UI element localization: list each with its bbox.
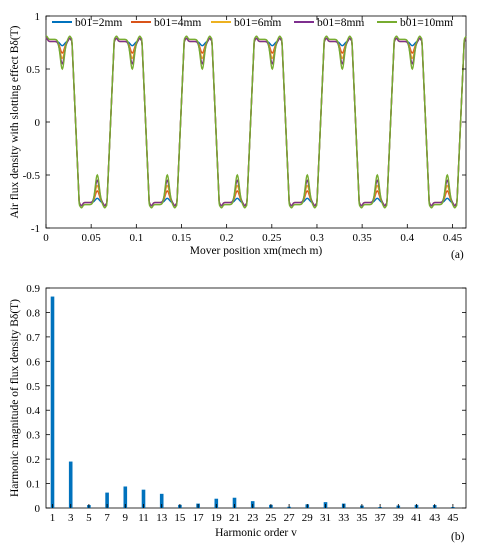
- panel-label-a: (a): [451, 249, 464, 261]
- plot-area-a: [45, 15, 467, 229]
- y-tick-label: -0.5: [23, 170, 41, 182]
- y-axis-label-b: Harmonic magnitude of flux density Bδ(T): [9, 299, 21, 497]
- x-tick-label: 7: [104, 512, 110, 524]
- axis-ticks-b: 00.10.20.30.40.50.60.70.80.91 3 5 7 9 11 13 15 1…: [26, 283, 466, 524]
- x-tick-label: 39: [393, 512, 405, 524]
- x-tick-label: 23: [247, 512, 259, 524]
- y-tick-label: 1: [35, 11, 41, 23]
- bar-harmonic-3: [68, 461, 73, 508]
- x-tick-label: 29: [302, 512, 314, 524]
- x-tick-label: 45: [447, 512, 459, 524]
- bar-harmonic-19: [214, 498, 219, 508]
- x-axis-label-a: Mover position xm(mech m): [190, 245, 323, 257]
- bar-harmonic-11: [141, 489, 146, 508]
- legend-label-b01-4mm: b01=4mm: [154, 17, 201, 29]
- legend-label-b01-6mm: b01=6mm: [234, 17, 281, 29]
- legend-label-b01-8mm: b01=8mm: [317, 17, 364, 29]
- x-tick-label: 0: [43, 232, 49, 244]
- y-tick-label: 0.2: [26, 454, 40, 466]
- x-tick-label: 27: [284, 512, 296, 524]
- legend-a: b01=2mm b01=4mm b01=6mm b01=8mm b01=10mm: [52, 17, 453, 29]
- flux-density-line-chart: 0 0.05 0.1 0.15 0.2 0.25 0.3 0.35 0.4 0.45 -1 -0.5 0…: [9, 11, 467, 261]
- y-tick-label: 0.3: [26, 430, 40, 442]
- x-tick-label: 5: [86, 512, 92, 524]
- x-tick-label: 35: [356, 512, 368, 524]
- y-tick-label: 0.8: [26, 307, 40, 319]
- series-group: [45, 35, 467, 209]
- x-tick-label: 3: [68, 512, 74, 524]
- y-axis-label-a: Air flux density with slotting effect Bδ…: [9, 25, 21, 218]
- x-axis-label-b: Harmonic order v: [215, 527, 297, 539]
- y-tick-label: 0.1: [26, 479, 40, 491]
- x-tick-label: 0.4: [400, 232, 414, 244]
- y-tick-label: 0.4: [26, 405, 40, 417]
- x-tick-label: 33: [338, 512, 350, 524]
- y-tick-label: 0.9: [26, 283, 40, 295]
- panel-label-b: (b): [451, 531, 465, 543]
- x-tick-label: 0.05: [82, 232, 102, 244]
- x-tick-label: 9: [123, 512, 129, 524]
- x-tick-label: 17: [193, 512, 205, 524]
- y-tick-label: -1: [31, 223, 40, 235]
- legend-label-b01-10mm: b01=10mm: [400, 17, 453, 29]
- x-tick-label: 13: [156, 512, 168, 524]
- x-tick-label: 25: [265, 512, 277, 524]
- axis-ticks-a: 0 0.05 0.1 0.15 0.2 0.25 0.3 0.35 0.4 0.45 -1 -0.5 0…: [23, 11, 466, 244]
- x-tick-label: 43: [429, 512, 441, 524]
- x-tick-label: 1: [50, 512, 56, 524]
- x-tick-label: 21: [229, 512, 240, 524]
- y-tick-label: 0: [35, 117, 41, 129]
- x-tick-label: 37: [375, 512, 387, 524]
- x-tick-label: 15: [174, 512, 186, 524]
- x-tick-label: 19: [211, 512, 223, 524]
- bar-harmonic-21: [232, 497, 237, 508]
- y-tick-label: 0.6: [26, 356, 40, 368]
- x-tick-label: 0.45: [443, 232, 463, 244]
- series-line-b01-8mm: [45, 37, 467, 207]
- x-tick-label: 41: [411, 512, 422, 524]
- plot-area-b: [45, 287, 467, 509]
- y-tick-label: 0.5: [26, 64, 40, 76]
- y-tick-label: 0: [35, 503, 41, 515]
- bar-harmonic-7: [105, 492, 109, 508]
- y-tick-label: 0.5: [26, 381, 40, 393]
- x-tick-label: 0.15: [172, 232, 192, 244]
- x-tick-label: 31: [320, 512, 331, 524]
- harmonic-bar-chart: 00.10.20.30.40.50.60.70.80.91 3 5 7 9 11 13 15 1…: [9, 283, 467, 543]
- bar-harmonic-13: [159, 493, 164, 508]
- x-tick-label: 0.35: [353, 232, 373, 244]
- bar-harmonic-1: [50, 296, 55, 508]
- x-tick-label: 0.3: [310, 232, 324, 244]
- bar-harmonic-9: [123, 486, 128, 508]
- x-tick-label: 0.25: [262, 232, 282, 244]
- legend-label-b01-2mm: b01=2mm: [75, 17, 122, 29]
- y-tick-label: 0.7: [26, 332, 40, 344]
- x-tick-label: 0.1: [129, 232, 143, 244]
- x-tick-label: 11: [138, 512, 149, 524]
- series-line-b01-10mm: [45, 35, 467, 209]
- x-tick-label: 0.2: [220, 232, 234, 244]
